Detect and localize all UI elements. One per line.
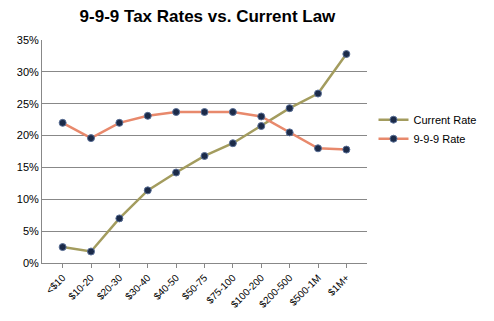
svg-text:$200-500: $200-500 <box>257 272 295 310</box>
svg-text:$40-50: $40-50 <box>151 272 181 302</box>
svg-text:$10-20: $10-20 <box>66 272 96 302</box>
svg-text:$1M+: $1M+ <box>326 272 352 298</box>
svg-text:$30-40: $30-40 <box>123 272 153 302</box>
svg-text:$500-1M: $500-1M <box>287 272 323 308</box>
svg-text:$50-75: $50-75 <box>180 272 210 302</box>
svg-text:$75-100: $75-100 <box>204 272 238 306</box>
svg-text:$100-200: $100-200 <box>229 272 267 310</box>
svg-text:35%: 35% <box>17 34 39 46</box>
svg-text:$20-30: $20-30 <box>95 272 125 302</box>
svg-text:30%: 30% <box>17 66 39 78</box>
svg-text:9-9-9 Rate: 9-9-9 Rate <box>414 133 466 145</box>
svg-text:15%: 15% <box>17 161 39 173</box>
svg-text:20%: 20% <box>17 129 39 141</box>
svg-text:5%: 5% <box>23 225 39 237</box>
svg-text:0%: 0% <box>23 257 39 269</box>
svg-text:10%: 10% <box>17 193 39 205</box>
svg-text:<$10: <$10 <box>44 272 68 296</box>
svg-text:25%: 25% <box>17 98 39 110</box>
svg-text:9-9-9 Tax Rates vs. Current La: 9-9-9 Tax Rates vs. Current Law <box>80 7 336 26</box>
svg-text:Current Rate: Current Rate <box>414 114 477 126</box>
